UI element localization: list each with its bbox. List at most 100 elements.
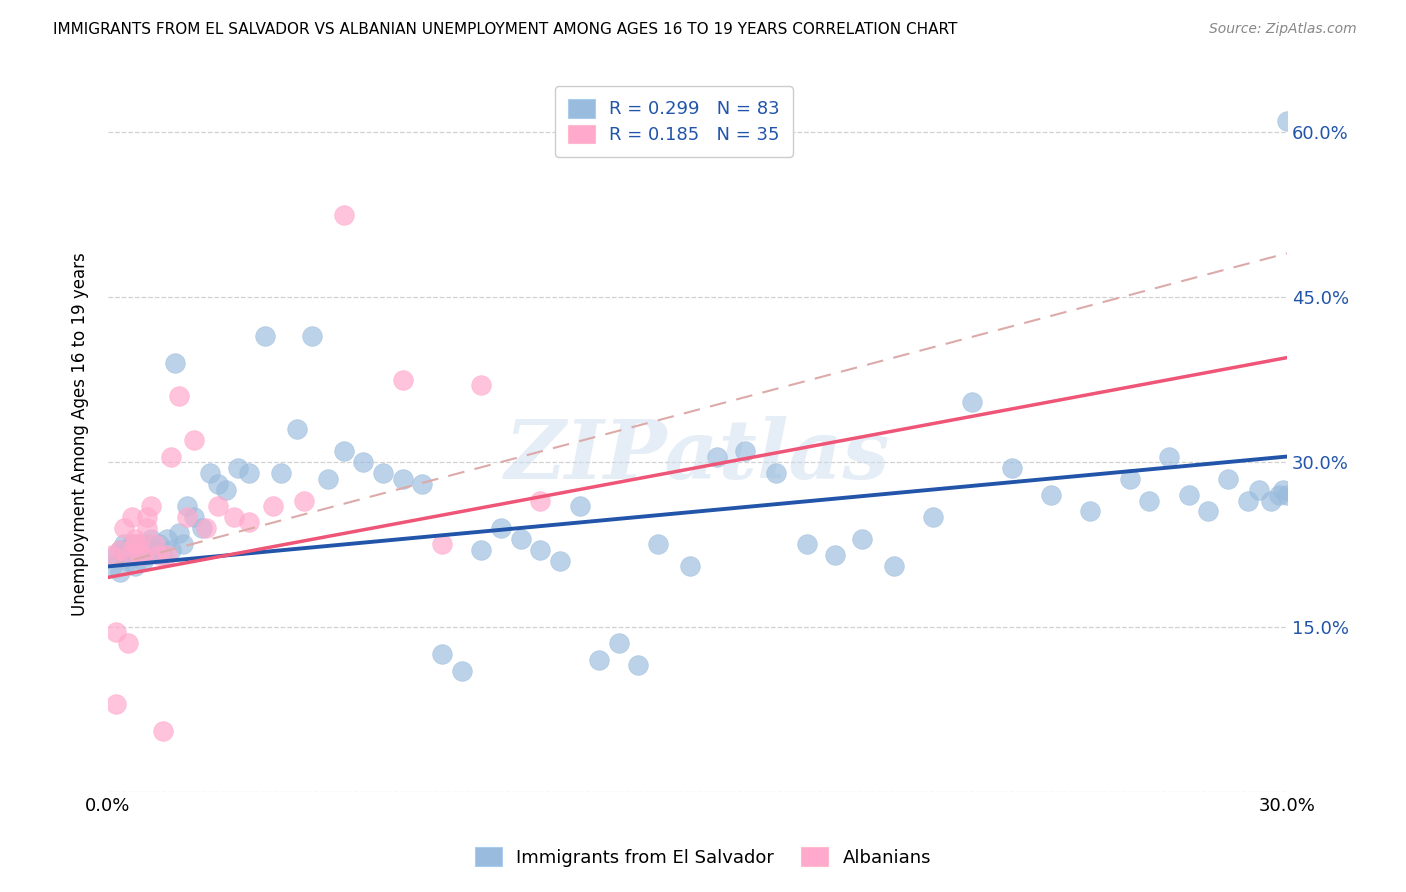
Point: [238, 466, 260, 480]
Point: [136, 549, 159, 563]
Point: [136, 521, 159, 535]
Point: [132, 549, 155, 563]
Point: [678, 559, 700, 574]
Point: [1271, 483, 1294, 497]
Point: [851, 532, 873, 546]
Point: [1001, 460, 1024, 475]
Point: [108, 543, 131, 558]
Point: [141, 499, 163, 513]
Point: [883, 559, 905, 574]
Point: [128, 549, 150, 563]
Point: [430, 648, 453, 662]
Point: [430, 537, 453, 551]
Point: [167, 526, 190, 541]
Point: [1275, 488, 1298, 502]
Point: [222, 510, 245, 524]
Point: [112, 521, 135, 535]
Point: [195, 521, 218, 535]
Point: [922, 510, 945, 524]
Point: [101, 559, 124, 574]
Point: [152, 549, 174, 563]
Point: [104, 549, 127, 563]
Point: [104, 697, 127, 711]
Y-axis label: Unemployment Among Ages 16 to 19 years: Unemployment Among Ages 16 to 19 years: [72, 252, 89, 616]
Point: [316, 471, 339, 485]
Point: [160, 450, 183, 464]
Point: [128, 549, 150, 563]
Point: [254, 328, 277, 343]
Point: [128, 537, 150, 551]
Point: [588, 653, 610, 667]
Point: [136, 537, 159, 551]
Point: [509, 532, 531, 546]
Point: [1118, 471, 1140, 485]
Point: [529, 543, 551, 558]
Point: [121, 510, 143, 524]
Point: [112, 537, 135, 551]
Point: [132, 554, 155, 568]
Point: [489, 521, 512, 535]
Point: [332, 208, 354, 222]
Point: [647, 537, 669, 551]
Point: [568, 499, 591, 513]
Text: Source: ZipAtlas.com: Source: ZipAtlas.com: [1209, 22, 1357, 37]
Text: ZIPatlas: ZIPatlas: [505, 416, 890, 496]
Point: [706, 450, 728, 464]
Point: [176, 499, 198, 513]
Point: [108, 543, 131, 558]
Point: [470, 378, 492, 392]
Point: [1157, 450, 1180, 464]
Point: [167, 389, 190, 403]
Point: [411, 477, 433, 491]
Point: [1268, 488, 1291, 502]
Point: [108, 565, 131, 579]
Point: [207, 477, 229, 491]
Point: [117, 549, 139, 563]
Point: [176, 510, 198, 524]
Point: [117, 543, 139, 558]
Point: [962, 394, 984, 409]
Point: [160, 543, 183, 558]
Point: [332, 444, 354, 458]
Point: [117, 554, 139, 568]
Point: [238, 516, 260, 530]
Point: [824, 549, 846, 563]
Text: IMMIGRANTS FROM EL SALVADOR VS ALBANIAN UNEMPLOYMENT AMONG AGES 16 TO 19 YEARS C: IMMIGRANTS FROM EL SALVADOR VS ALBANIAN …: [53, 22, 957, 37]
Point: [117, 636, 139, 650]
Point: [1177, 488, 1199, 502]
Point: [1236, 493, 1258, 508]
Point: [215, 483, 238, 497]
Point: [1275, 114, 1298, 128]
Point: [143, 543, 166, 558]
Point: [148, 537, 170, 551]
Point: [183, 510, 205, 524]
Point: [124, 532, 146, 546]
Legend: Immigrants from El Salvador, Albanians: Immigrants from El Salvador, Albanians: [468, 840, 938, 874]
Point: [301, 328, 323, 343]
Point: [371, 466, 394, 480]
Point: [143, 537, 166, 551]
Point: [1137, 493, 1160, 508]
Point: [124, 543, 146, 558]
Point: [121, 549, 143, 563]
Point: [470, 543, 492, 558]
Point: [548, 554, 571, 568]
Point: [529, 493, 551, 508]
Legend: R = 0.299   N = 83, R = 0.185   N = 35: R = 0.299 N = 83, R = 0.185 N = 35: [555, 87, 793, 157]
Point: [1249, 483, 1271, 497]
Point: [112, 549, 135, 563]
Point: [141, 532, 163, 546]
Point: [262, 499, 284, 513]
Point: [607, 636, 630, 650]
Point: [104, 625, 127, 640]
Point: [148, 549, 170, 563]
Point: [163, 356, 186, 370]
Point: [191, 521, 214, 535]
Point: [1080, 504, 1102, 518]
Point: [1216, 471, 1239, 485]
Point: [101, 549, 124, 563]
Point: [734, 444, 756, 458]
Point: [1040, 488, 1063, 502]
Point: [207, 499, 229, 513]
Point: [124, 537, 146, 551]
